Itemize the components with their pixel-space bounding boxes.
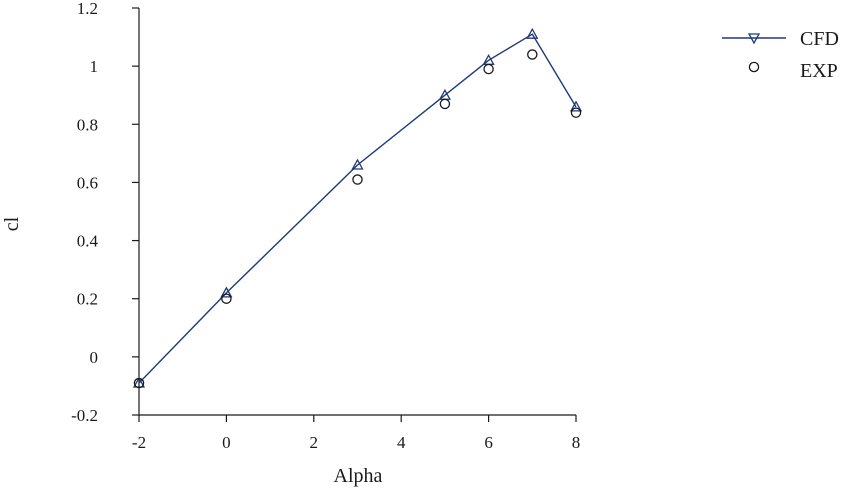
y-tick-label: 0.2 bbox=[77, 290, 98, 309]
data-point-exp bbox=[570, 107, 582, 118]
x-tick-labels: -2 0 2 4 6 8 bbox=[132, 433, 580, 452]
x-tick-label: -2 bbox=[132, 433, 146, 452]
data-point-exp bbox=[352, 174, 363, 185]
series-layer bbox=[132, 27, 583, 389]
data-point-exp bbox=[221, 293, 232, 304]
legend-exp-label: EXP bbox=[800, 60, 838, 82]
axes bbox=[138, 8, 576, 416]
series-cfd bbox=[132, 27, 583, 388]
x-axis-label: Alpha bbox=[334, 465, 383, 487]
data-point-exp bbox=[483, 63, 494, 75]
x-tick-label: 4 bbox=[397, 433, 406, 452]
x-tick-label: 0 bbox=[222, 433, 231, 452]
legend-item-exp: EXP bbox=[748, 60, 838, 82]
legend-item-cfd: CFD bbox=[722, 28, 839, 50]
y-tick-label: -0.2 bbox=[71, 406, 98, 425]
data-point-exp bbox=[133, 377, 145, 389]
data-point-exp bbox=[439, 98, 451, 110]
y-tick-label: 0.6 bbox=[77, 173, 98, 192]
y-tick-label: 0 bbox=[90, 348, 99, 367]
legend-exp-marker bbox=[748, 61, 760, 73]
series-line-cfd bbox=[138, 33, 577, 384]
y-tick-labels: -0.2 0 0.2 0.4 0.6 0.8 1 1.2 bbox=[71, 0, 98, 425]
x-tick-label: 6 bbox=[484, 433, 493, 452]
y-tick-label: 0.8 bbox=[77, 115, 98, 134]
data-point-cfd bbox=[220, 286, 233, 298]
y-tick-label: 0.4 bbox=[77, 232, 99, 251]
legend: CFD EXP bbox=[722, 28, 839, 82]
data-point-cfd bbox=[526, 27, 539, 39]
tick-marks bbox=[132, 7, 577, 422]
y-axis-label: cl bbox=[1, 216, 23, 231]
x-tick-label: 8 bbox=[572, 433, 581, 452]
legend-cfd-label: CFD bbox=[800, 28, 839, 50]
y-tick-label: 1.2 bbox=[77, 0, 98, 18]
x-tick-label: 2 bbox=[310, 433, 319, 452]
y-tick-label: 1 bbox=[90, 57, 99, 76]
series-exp bbox=[133, 49, 582, 389]
data-point-cfd bbox=[569, 100, 583, 112]
data-point-cfd bbox=[351, 158, 364, 170]
data-point-exp bbox=[527, 49, 538, 60]
legend-cfd-marker bbox=[747, 33, 761, 45]
